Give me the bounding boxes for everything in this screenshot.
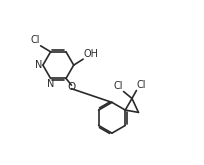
- Text: N: N: [47, 79, 54, 89]
- Text: Cl: Cl: [30, 35, 40, 45]
- Text: Cl: Cl: [136, 80, 146, 90]
- Text: OH: OH: [83, 49, 98, 59]
- Text: Cl: Cl: [113, 81, 122, 91]
- Text: N: N: [34, 60, 42, 70]
- Text: O: O: [67, 82, 75, 92]
